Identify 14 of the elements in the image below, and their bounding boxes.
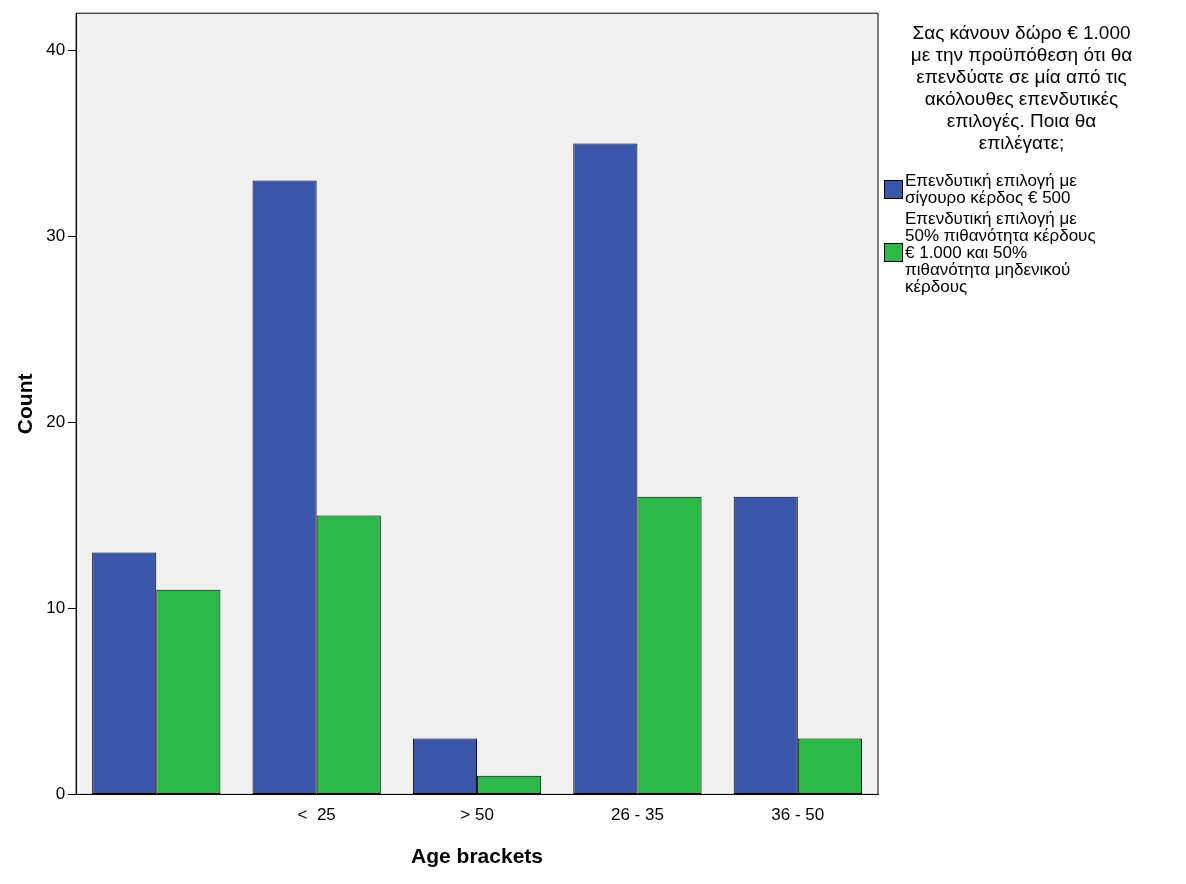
legend-title: Σας κάνουν δώρο € 1.000 με την προϋπόθεση ότι θα επενδύατε σε μία από τις ακόλουθες επενδυτικές επιλογές. Ποια θα επιλέγατε; [909, 22, 1134, 154]
x-axis-title: Age brackets [411, 844, 544, 868]
y-tick-label: 10 [46, 598, 66, 618]
x-tick-label: < 25 [297, 805, 336, 825]
legend-label: Επενδυτική επιλογή με σίγουρο κέρδος € 500 [905, 171, 1078, 207]
legend-label: Επενδυτική επιλογή με 50% πιθανότητα κέρδους € 1.000 και 50% πιθανότητα μηδενικού κέρδους [905, 209, 1097, 296]
x-tick-label: 26 - 35 [610, 805, 664, 825]
x-tick-label: > 50 [460, 805, 494, 825]
x-tick-label: 36 - 50 [771, 805, 825, 825]
y-axis-title: Count [13, 373, 37, 435]
y-tick-label: 30 [46, 226, 66, 246]
y-tick-label: 20 [46, 412, 66, 432]
y-tick-label: 40 [46, 40, 66, 60]
y-tick-label: 0 [55, 784, 66, 804]
